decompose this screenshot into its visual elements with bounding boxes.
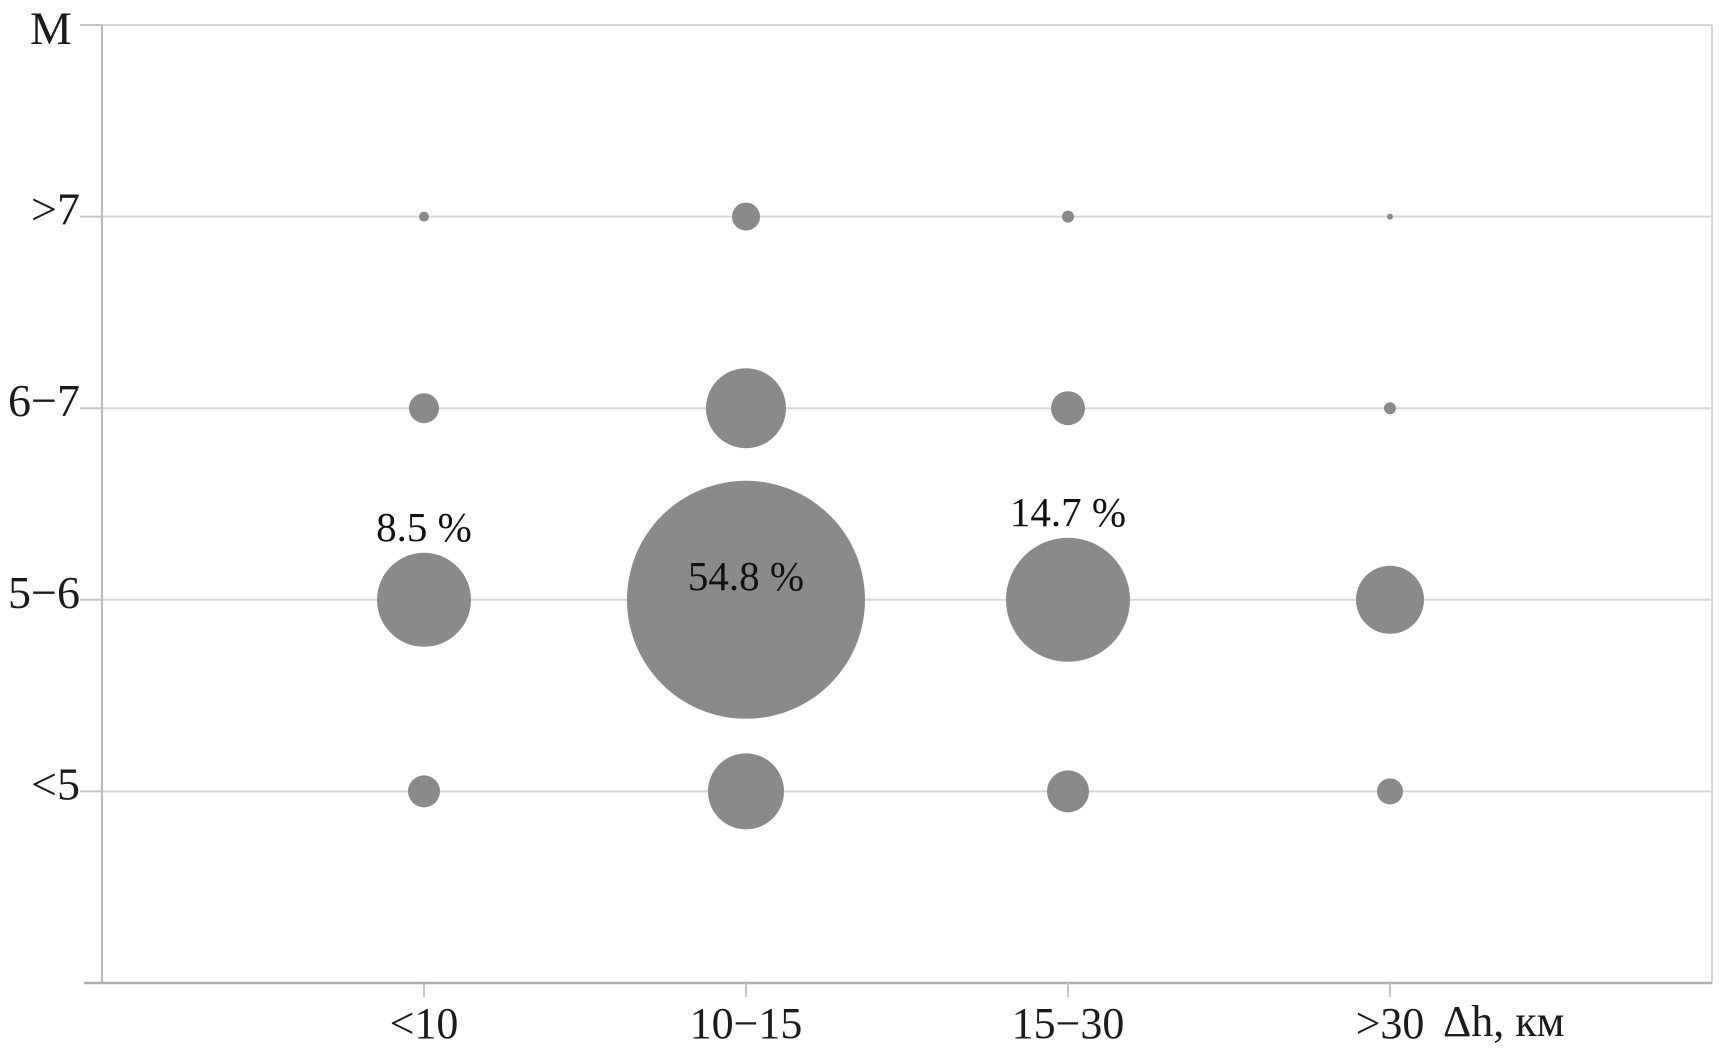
y-tick-label: >7 (31, 184, 80, 235)
bubble (1062, 210, 1074, 223)
y-tick-label: 5−6 (8, 567, 80, 618)
bubble-percent-label: 54.8 % (688, 553, 804, 599)
bubble (377, 552, 471, 647)
bubble (732, 202, 760, 231)
y-axis-title: M (30, 3, 72, 55)
bubble (1047, 770, 1089, 813)
bubble (1356, 565, 1424, 634)
bubble (1387, 213, 1393, 220)
bubble (708, 753, 784, 830)
bubble (408, 775, 440, 808)
bubble (627, 480, 865, 719)
x-tick-label: 15−30 (1012, 999, 1125, 1048)
y-tick-label: <5 (31, 758, 80, 809)
bubble (1384, 402, 1396, 415)
bubble-percent-label: 8.5 % (376, 504, 472, 550)
x-axis-title: Δh, км (1443, 997, 1565, 1046)
bubble (1006, 537, 1130, 662)
bubble-percent-label: 14.7 % (1010, 489, 1126, 535)
bubble (1377, 778, 1403, 805)
bubble (706, 368, 786, 449)
bubble (419, 211, 429, 222)
y-tick-label: 6−7 (8, 375, 80, 426)
x-tick-label: <10 (390, 999, 459, 1048)
bubble (1051, 391, 1085, 426)
x-tick-label: 10−15 (690, 999, 803, 1048)
bubble (409, 393, 439, 424)
x-tick-label: >30 (1356, 999, 1425, 1048)
